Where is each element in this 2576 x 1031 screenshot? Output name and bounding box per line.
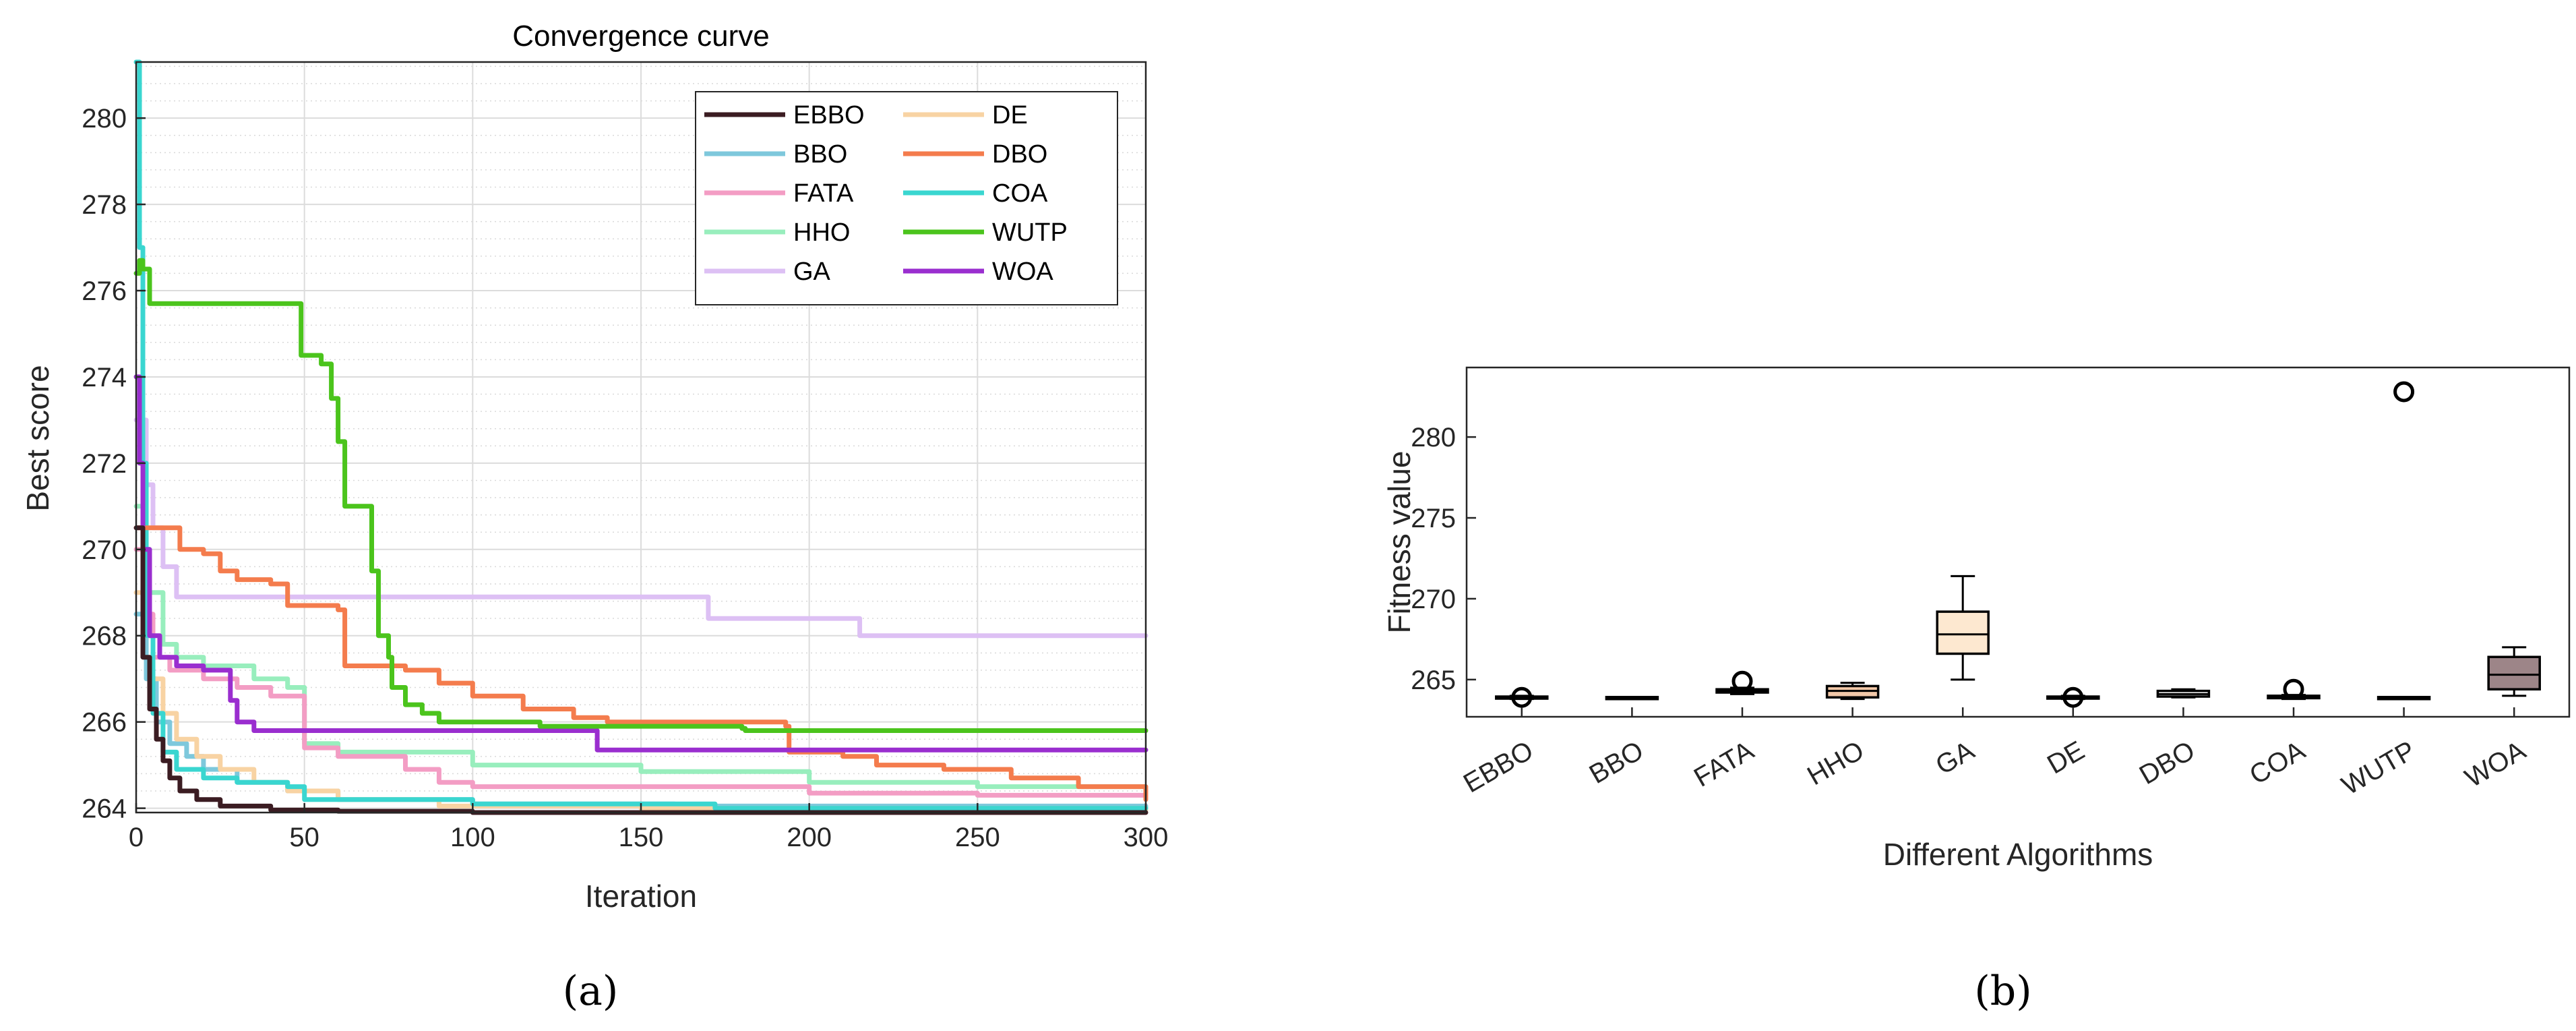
series-line-dbo <box>133 525 1148 802</box>
caption-b: (b) <box>1974 968 2031 1015</box>
series-line-ga <box>133 417 1148 639</box>
box-ga <box>1936 575 1990 681</box>
axes-box-b <box>1465 366 2571 718</box>
series-line-hho <box>133 504 1148 794</box>
box-fata <box>1715 670 1769 695</box>
x-tick-label: 50 <box>289 823 319 852</box>
x-tick-label: 150 <box>619 823 664 852</box>
box-ebbo <box>1495 686 1549 708</box>
legend-label-de: DE <box>992 101 1028 129</box>
category-label-ebbo: EBBO <box>1459 736 1538 799</box>
outlier-marker <box>2283 678 2304 700</box>
legend-a: EBBO BBO FATA HHO GA DE DBO COA WUTP WOA <box>695 91 1118 305</box>
outlier-marker <box>2393 381 2415 403</box>
category-label-dbo: DBO <box>2135 736 2200 790</box>
x-tick-label: 0 <box>129 823 144 852</box>
box-bbo <box>1605 695 1659 701</box>
legend-label-hho: HHO <box>793 218 850 247</box>
outlier-marker <box>1511 686 1533 708</box>
box-wutp <box>2376 381 2431 701</box>
box-body <box>1936 610 1990 655</box>
y-tick-label: 270 <box>1411 585 1456 614</box>
y-tick-label: 272 <box>82 449 127 479</box>
y-axis-label-b: Fitness value <box>1382 450 1417 633</box>
legend-label-fata: FATA <box>793 179 854 208</box>
box-woa <box>2487 646 2541 697</box>
series-line-ebbo <box>133 525 1148 815</box>
y-tick-label: 264 <box>82 794 127 824</box>
category-label-woa: WOA <box>2460 736 2531 794</box>
series-line-wutp <box>133 258 1148 733</box>
boxplot-chart: 265 270 275 280 EBBO BBO FATA HHO GA DE DBO COA WUTP… <box>1382 366 2571 872</box>
legend-label-bbo: BBO <box>793 140 847 169</box>
y-tick-label: 265 <box>1411 666 1456 695</box>
category-label-bbo: BBO <box>1585 736 1649 790</box>
box-dbo <box>2156 688 2211 699</box>
category-label-coa: COA <box>2244 736 2310 791</box>
legend-label-woa: WOA <box>992 258 1053 286</box>
category-label-ga: GA <box>1931 736 1980 781</box>
y-tick-label: 270 <box>82 535 127 565</box>
y-axis-label-a: Best score <box>20 365 55 511</box>
x-tick-label: 200 <box>787 823 832 852</box>
category-label-hho: HHO <box>1802 736 1869 792</box>
legend-label-dbo: DBO <box>992 140 1047 169</box>
box-body <box>2487 655 2541 690</box>
x-axis-label-b: Different Algorithms <box>1883 837 2153 872</box>
x-tick-label: 300 <box>1124 823 1169 852</box>
plot-area-b <box>1467 367 2569 717</box>
boxes-group-b <box>1495 381 2541 708</box>
outlier-marker <box>2062 686 2084 708</box>
category-label-fata: FATA <box>1689 736 1759 793</box>
x-axis-label-a: Iteration <box>585 879 697 914</box>
outlier-marker <box>1731 670 1753 692</box>
ticks-a: 264 266 268 270 272 274 276 278 280 0 50 100 150 200 2… <box>82 104 1168 852</box>
y-tick-label: 266 <box>82 708 127 738</box>
box-de <box>2046 686 2100 708</box>
y-tick-label: 274 <box>82 363 127 392</box>
box-coa <box>2267 678 2321 701</box>
x-tick-label: 100 <box>450 823 495 852</box>
x-tick-label: 250 <box>955 823 1000 852</box>
caption-a: (a) <box>563 968 619 1015</box>
legend-label-ebbo: EBBO <box>793 101 865 129</box>
chart-title-a: Convergence curve <box>512 20 770 53</box>
y-tick-label: 275 <box>1411 504 1456 533</box>
y-tick-label: 278 <box>82 190 127 220</box>
y-tick-label: 268 <box>82 622 127 651</box>
category-label-de: DE <box>2042 736 2089 780</box>
series-group-a <box>133 59 1148 815</box>
legend-label-wutp: WUTP <box>992 218 1068 247</box>
y-tick-label: 276 <box>82 276 127 306</box>
legend-label-coa: COA <box>992 179 1048 208</box>
y-tick-label: 280 <box>82 104 127 134</box>
y-tick-label: 280 <box>1411 423 1456 452</box>
convergence-chart: 264 266 268 270 272 274 276 278 280 0 50 100 150 200 2… <box>20 20 1168 914</box>
category-label-wutp: WUTP <box>2337 736 2420 801</box>
box-hho <box>1825 682 1880 701</box>
legend-label-ga: GA <box>793 258 831 286</box>
